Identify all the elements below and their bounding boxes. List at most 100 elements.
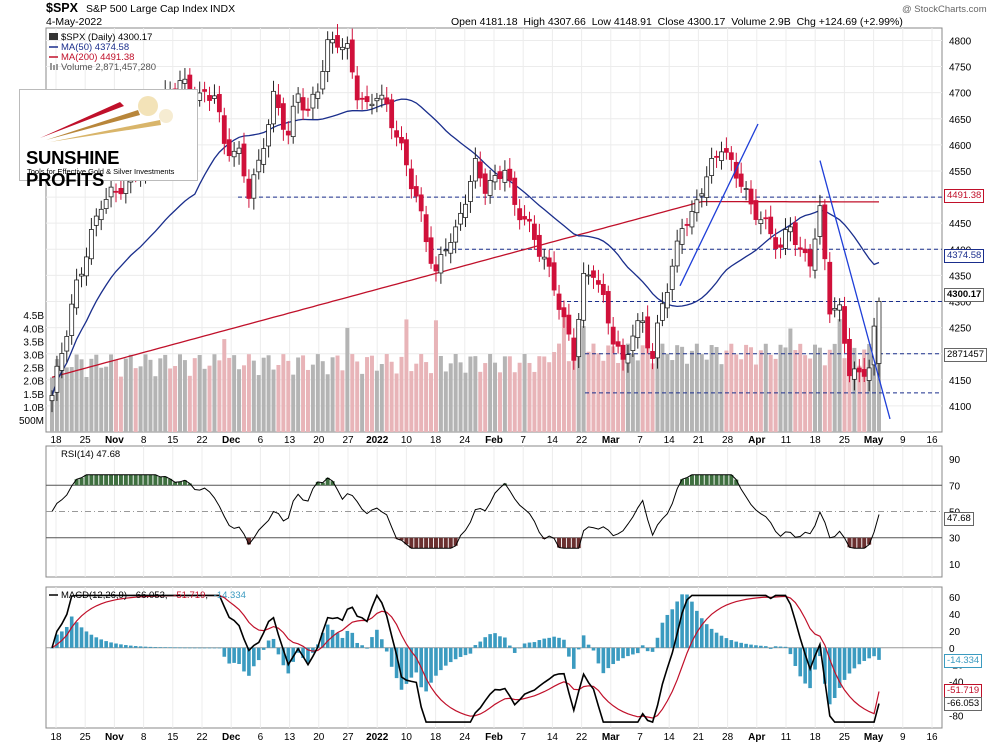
- macd-histogram-bar: [719, 635, 724, 648]
- price-tick-label: 4550: [949, 167, 972, 178]
- volume-bar: [217, 360, 222, 432]
- candle-body: [783, 229, 788, 249]
- candle-body: [610, 326, 616, 345]
- rsi-tick-label: 70: [949, 481, 961, 492]
- candle-body: [49, 395, 55, 402]
- volume-bar: [729, 343, 734, 432]
- candle-body: [69, 303, 75, 336]
- volume-bar: [355, 361, 360, 432]
- volume-bar: [241, 365, 246, 432]
- badge-rsi: 47.68: [944, 512, 974, 526]
- date-tick-label: Dec: [222, 732, 241, 743]
- candle-body: [600, 283, 606, 295]
- price-tick-label: 4100: [949, 402, 972, 413]
- candle-body: [743, 188, 749, 190]
- volume-bar: [842, 358, 847, 432]
- macd-histogram-bar: [325, 624, 330, 648]
- candle-body: [792, 222, 798, 246]
- macd-histogram-bar: [89, 634, 94, 648]
- rsi-legend: RSI(14) 47.68: [61, 449, 120, 460]
- macd-histogram-bar: [788, 647, 793, 655]
- candle-body: [851, 368, 857, 380]
- candle-body: [310, 93, 316, 109]
- volume-bar: [857, 365, 862, 432]
- volume-bar: [793, 350, 798, 432]
- macd-histogram-bar: [79, 627, 84, 648]
- candle-body: [778, 244, 783, 248]
- volume-bar: [714, 347, 719, 432]
- macd-histogram-bar: [734, 641, 739, 648]
- macd-histogram-bar: [877, 647, 881, 660]
- macd-tick-label: 20: [949, 627, 961, 638]
- volume-bar: [74, 354, 79, 432]
- candle-body: [758, 219, 764, 224]
- candle-body: [276, 94, 281, 109]
- volume-bar: [719, 364, 724, 432]
- volume-bar: [753, 364, 758, 432]
- macd-histogram-bar: [350, 632, 355, 648]
- candle-body: [507, 168, 513, 181]
- date-tick-label: 6: [258, 435, 264, 446]
- macd-histogram-bar: [247, 647, 251, 676]
- macd-histogram-bar: [320, 632, 325, 648]
- date-tick-label: 27: [342, 435, 354, 446]
- candle-body: [591, 270, 596, 278]
- volume-bar: [763, 343, 768, 432]
- date-tick-label: 8: [141, 732, 147, 743]
- date-tick-label: 20: [313, 435, 325, 446]
- volume-bar: [803, 355, 808, 432]
- volume-bar: [168, 368, 173, 432]
- macd-histogram-bar: [483, 637, 487, 648]
- candle-body: [212, 95, 217, 99]
- macd-histogram-bar: [813, 647, 817, 670]
- volume-bar: [222, 339, 227, 432]
- rsi-tick-label: 10: [949, 560, 961, 571]
- macd-histogram-bar: [463, 647, 468, 656]
- price-tick-label: 4300: [949, 297, 972, 308]
- candle-body: [88, 229, 94, 260]
- volume-bar: [271, 369, 276, 432]
- macd-histogram-bar: [655, 637, 660, 648]
- candle-body: [625, 354, 631, 364]
- macd-histogram-bar: [827, 647, 832, 705]
- macd-histogram-bar: [291, 647, 296, 662]
- volume-bar: [419, 354, 424, 432]
- macd-histogram-bar: [94, 637, 99, 648]
- macd-histogram-bar: [261, 647, 266, 650]
- candle-body: [428, 237, 434, 264]
- volume-bar: [94, 354, 99, 432]
- macd-histogram-bar: [744, 643, 748, 648]
- volume-bar: [566, 361, 571, 432]
- candle-body: [719, 151, 724, 161]
- candle-body: [679, 228, 685, 245]
- candle-body: [856, 367, 862, 373]
- date-tick-label: 18: [50, 732, 62, 743]
- macd-histogram-bar: [330, 629, 335, 648]
- macd-histogram-bar: [729, 640, 734, 648]
- macd-histogram-bar: [567, 647, 571, 657]
- candle-body: [650, 351, 655, 359]
- volume-bar: [296, 357, 301, 432]
- macd-histogram-bar: [222, 647, 227, 657]
- volume-bar: [877, 357, 881, 432]
- macd-histogram-bar: [306, 647, 310, 663]
- rsi-oversold-fill: [246, 537, 872, 549]
- candle-body: [285, 130, 291, 136]
- volume-bar: [832, 343, 837, 432]
- date-tick-label: 7: [520, 435, 526, 446]
- chart-symbol: $SPX: [46, 1, 79, 15]
- price-tick-label: 4350: [949, 271, 972, 282]
- macd-signal-line: [51, 594, 880, 719]
- candle-body: [320, 71, 326, 90]
- macd-histogram-bar: [74, 622, 79, 648]
- candle-body: [246, 178, 252, 199]
- macd-histogram-bar: [163, 647, 168, 648]
- volume-bar: [527, 362, 532, 432]
- volume-bar: [360, 373, 365, 432]
- candle-body: [482, 173, 488, 194]
- date-tick-label: 18: [50, 435, 62, 446]
- macd-histogram-bar: [335, 632, 340, 648]
- price-legend: $SPX (Daily) 4300.17 MA(50) 4374.58 MA(2…: [49, 32, 156, 73]
- volume-bar: [670, 360, 675, 432]
- candle-body: [369, 103, 375, 107]
